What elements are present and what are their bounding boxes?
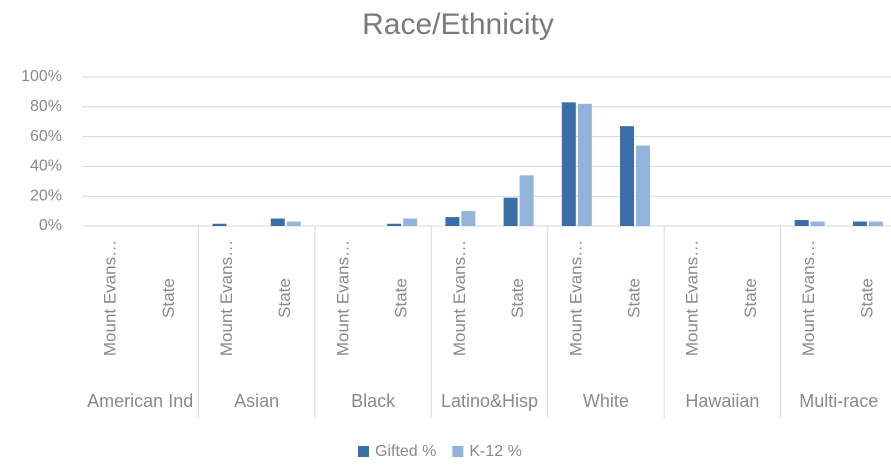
group-label: White [583, 391, 629, 411]
y-tick-label: 20% [30, 187, 62, 204]
bar [561, 102, 576, 226]
bar [868, 221, 883, 226]
chart-title: Race/Ethnicity [362, 8, 554, 41]
legend-swatch [358, 446, 369, 457]
group-label: Asian [234, 391, 279, 411]
legend-label: Gifted % [375, 443, 436, 460]
bar [519, 175, 534, 226]
y-tick-label: 40% [30, 158, 62, 175]
bar [403, 218, 418, 226]
y-tick-label: 60% [30, 128, 62, 145]
bar [212, 223, 227, 226]
bar [503, 197, 518, 226]
y-tick-label: 0% [39, 217, 62, 234]
bar [810, 221, 825, 226]
x-tick-label: State [275, 278, 294, 318]
y-tick-label: 80% [30, 98, 62, 115]
x-tick-label: State [159, 278, 178, 318]
bar [794, 220, 809, 226]
x-tick-label: State [508, 278, 527, 318]
x-tick-label: State [741, 278, 760, 318]
group-label: Latino&Hisp [441, 391, 538, 411]
bar [445, 217, 460, 226]
bar [286, 221, 301, 226]
bar [461, 211, 476, 226]
x-tick-label: Mount Evans… [799, 240, 818, 356]
bar [577, 103, 592, 226]
x-tick-label: State [625, 278, 644, 318]
group-label: Hawaiian [685, 391, 759, 411]
x-tick-label: Mount Evans… [101, 240, 120, 356]
group-label: Multi-race [799, 391, 878, 411]
bar [270, 218, 285, 226]
x-tick-label: State [857, 278, 876, 318]
x-tick-label: Mount Evans… [683, 240, 702, 356]
bar [387, 223, 402, 226]
legend-swatch [452, 446, 464, 457]
bar [636, 145, 651, 226]
x-tick-label: Mount Evans… [333, 240, 352, 356]
y-tick-label: 100% [21, 68, 62, 85]
x-tick-label: Mount Evans… [217, 240, 236, 356]
x-tick-label: Mount Evans… [450, 240, 469, 356]
bar [620, 126, 635, 226]
bar [852, 221, 867, 226]
legend-label: K-12 % [469, 443, 521, 460]
group-label: Black [351, 391, 396, 411]
x-tick-label: Mount Evans… [566, 240, 585, 356]
group-label: American Ind [87, 391, 193, 411]
x-tick-label: State [392, 278, 411, 318]
